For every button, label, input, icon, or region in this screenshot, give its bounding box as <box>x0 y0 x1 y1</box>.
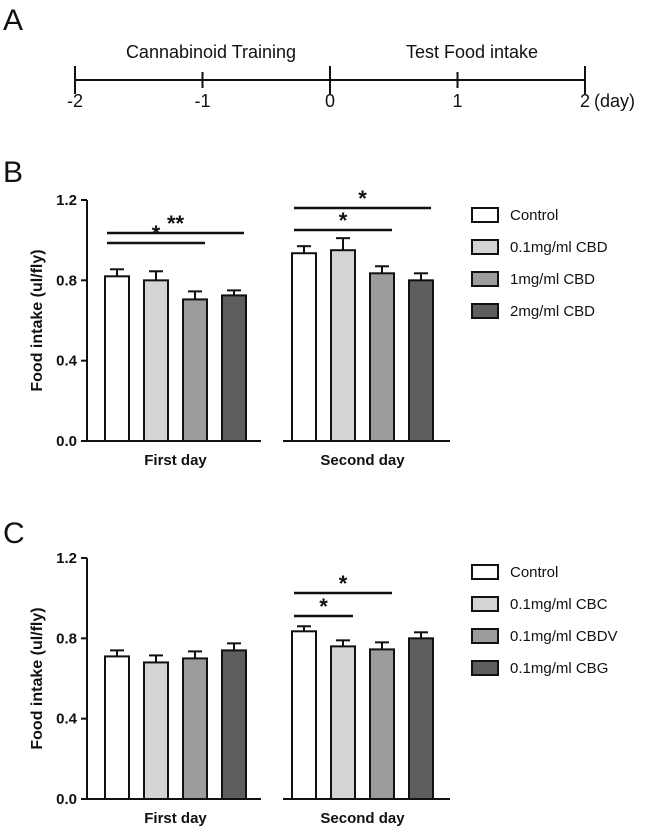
significance-label: ** <box>167 211 185 236</box>
x-category-label: First day <box>144 452 207 469</box>
bar <box>408 637 434 800</box>
y-tick-label: 0.8 <box>56 630 77 647</box>
chart-b: 0.0 0.4 0.8 1.2 Food intake (ul/fly) First da… <box>29 186 608 469</box>
y-tick-label: 0.4 <box>56 353 78 370</box>
significance-label: * <box>339 208 348 233</box>
y-axis-title: Food intake (ul/fly) <box>29 607 46 749</box>
legend-swatch <box>471 207 499 223</box>
bar <box>182 657 208 801</box>
bar <box>221 649 247 801</box>
bar <box>143 661 169 801</box>
legend-label: 1mg/ml CBD <box>510 271 595 288</box>
panel-a: A -2 -1 0 1 2 Cannabinoid Training Test Food… <box>3 4 635 111</box>
timeline-tick-label: -2 <box>67 91 83 111</box>
legend-swatch <box>471 239 499 255</box>
y-tick-label: 0.4 <box>56 711 78 728</box>
panel-c: C 0.0 0.4 0.8 1.2 Food intake (ul/fly) First … <box>3 517 618 827</box>
panel-letter-b: B <box>3 156 23 189</box>
timeline-unit-label: (day) <box>594 91 635 111</box>
bar <box>104 275 130 443</box>
legend-label: Control <box>510 564 558 581</box>
legend-swatch <box>471 271 499 287</box>
legend-label: 0.1mg/ml CBD <box>510 239 608 256</box>
x-category-label: Second day <box>320 452 405 469</box>
bar <box>330 249 356 442</box>
x-category-label: First day <box>144 810 207 827</box>
timeline-segment-test: Test Food intake <box>406 42 538 62</box>
legend-swatch <box>471 628 499 644</box>
legend-label: 0.1mg/ml CBG <box>510 660 608 677</box>
y-tick-label: 1.2 <box>56 550 77 567</box>
legend-label: 2mg/ml CBD <box>510 303 595 320</box>
legend-label: 0.1mg/ml CBC <box>510 596 608 613</box>
bar <box>104 655 130 800</box>
x-category-label: Second day <box>320 810 405 827</box>
legend-swatch <box>471 564 499 580</box>
bar <box>369 272 395 442</box>
legend-swatch <box>471 660 499 676</box>
timeline-tick-label: 0 <box>325 91 335 111</box>
chart-c: 0.0 0.4 0.8 1.2 Food intake (ul/fly) First da… <box>29 550 618 827</box>
y-tick-label: 0.0 <box>56 791 77 808</box>
y-tick-label: 0.8 <box>56 272 77 289</box>
panel-b: B 0.0 0.4 0.8 1.2 Food intake (ul/fly) First … <box>3 156 608 469</box>
timeline-tick-label: -1 <box>194 91 210 111</box>
legend-label: 0.1mg/ml CBDV <box>510 628 618 645</box>
legend-swatch <box>471 303 499 319</box>
significance-label: * <box>339 571 348 596</box>
significance-label: * <box>319 594 328 619</box>
bar <box>182 298 208 442</box>
timeline-tick-label: 1 <box>452 91 462 111</box>
bar <box>408 279 434 443</box>
bar <box>143 279 169 443</box>
y-axis-title: Food intake (ul/fly) <box>29 249 46 391</box>
legend-label: Control <box>510 207 558 224</box>
bar <box>221 294 247 443</box>
bar <box>291 252 317 442</box>
panel-letter-c: C <box>3 517 25 550</box>
bar <box>330 645 356 800</box>
bar <box>291 630 317 800</box>
bar <box>369 648 395 800</box>
panel-letter-a: A <box>3 4 23 37</box>
timeline-segment-training: Cannabinoid Training <box>126 42 296 62</box>
significance-label: * <box>358 186 367 211</box>
y-tick-label: 1.2 <box>56 192 77 209</box>
timeline-ticks: -2 -1 0 1 2 <box>67 66 590 111</box>
y-tick-label: 0.0 <box>56 433 77 450</box>
legend-swatch <box>471 596 499 612</box>
timeline-tick-label: 2 <box>580 91 590 111</box>
